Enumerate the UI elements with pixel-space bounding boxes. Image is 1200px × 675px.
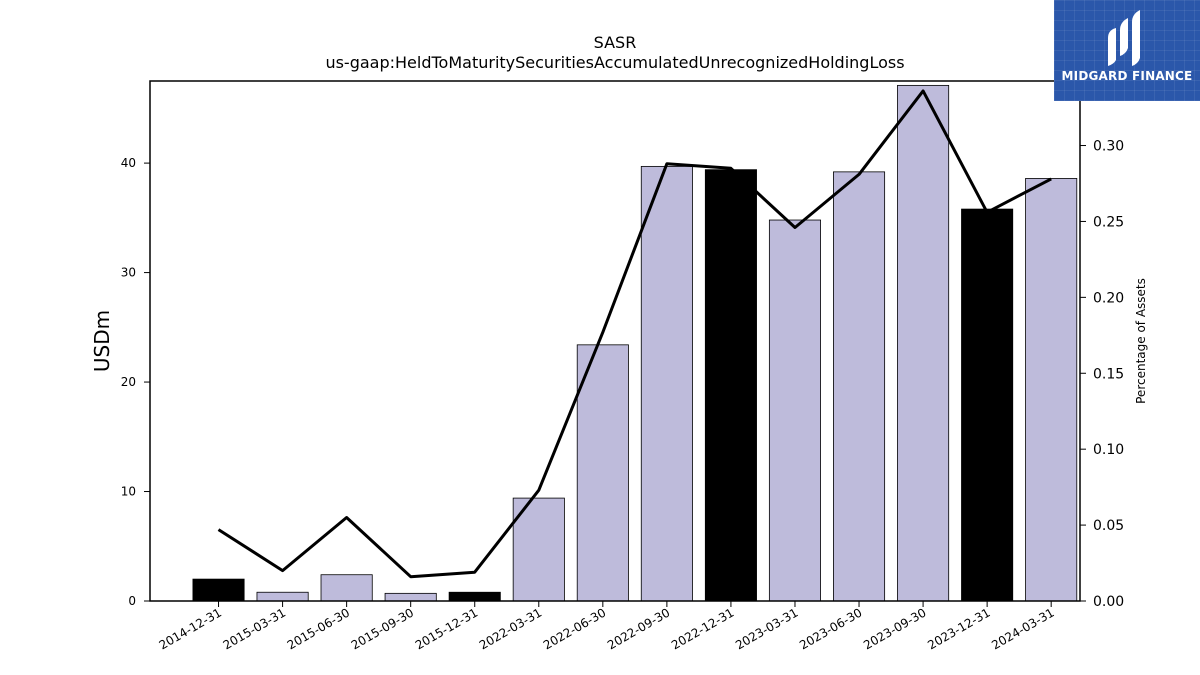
bar-2015-06-30 <box>320 574 373 602</box>
y2-tick-label: 0.05 <box>1093 518 1124 534</box>
x-tick-label: 2023-06-30 <box>797 605 864 652</box>
y2-tick-label: 0.25 <box>1093 214 1124 230</box>
y-axis-label: USDm <box>90 310 114 372</box>
chart-title: SASR <box>594 33 637 52</box>
plot-frame <box>149 80 1081 602</box>
bar-2023-09-30 <box>897 84 950 602</box>
y-tick-label: 20 <box>121 375 136 389</box>
y2-axis-label: Percentage of Assets <box>1134 278 1148 404</box>
x-tick-label: 2024-03-31 <box>989 605 1056 652</box>
y-axis-right: 0.00 0.05 0.10 0.15 0.20 0.25 0.30 <box>1080 139 1124 610</box>
x-tick-label: 2015-06-30 <box>285 605 352 652</box>
x-tick-label: 2014-12-31 <box>157 605 224 652</box>
logo-text: MIDGARD FINANCE <box>1061 69 1193 83</box>
bar-2015-03-31 <box>256 591 309 602</box>
x-tick-label: 2015-03-31 <box>221 605 288 652</box>
brand-logo: MIDGARD FINANCE <box>1054 0 1200 101</box>
x-tick-label: 2023-03-31 <box>733 605 800 652</box>
bars-group <box>192 84 1078 602</box>
x-tick-label: 2015-09-30 <box>349 605 416 652</box>
line-series-percentage <box>217 89 1052 579</box>
logo-background-grid <box>1054 0 1200 101</box>
y-tick-label: 10 <box>121 485 136 499</box>
bar-2023-03-31 <box>768 219 821 602</box>
bar-2023-12-31 <box>961 208 1014 602</box>
x-tick-label: 2022-06-30 <box>541 605 608 652</box>
x-axis: 2014-12-312015-03-312015-06-302015-09-30… <box>157 601 1057 652</box>
x-tick-label: 2023-09-30 <box>861 605 928 652</box>
y-axis-left: 0 10 20 30 40 <box>121 156 150 608</box>
bar-2023-06-30 <box>833 171 886 602</box>
x-tick-label: 2022-03-31 <box>477 605 544 652</box>
y-tick-label: 40 <box>121 156 136 170</box>
bar-2024-03-31 <box>1025 178 1078 602</box>
bar-2022-03-31 <box>512 497 565 602</box>
y2-tick-label: 0.00 <box>1093 594 1124 610</box>
x-tick-label: 2022-12-31 <box>669 605 736 652</box>
y-tick-label: 30 <box>121 266 136 280</box>
line-group <box>217 89 1052 579</box>
y2-tick-label: 0.15 <box>1093 366 1124 382</box>
bar-2022-09-30 <box>640 165 693 602</box>
bar-2022-06-30 <box>576 344 629 602</box>
chart-subtitle: us-gaap:HeldToMaturitySecuritiesAccumula… <box>325 53 904 72</box>
bar-2014-12-31 <box>192 578 245 602</box>
bar-2015-12-31 <box>448 591 501 602</box>
logo-mark-icon <box>1108 10 1140 66</box>
x-tick-label: 2015-12-31 <box>413 605 480 652</box>
y2-tick-label: 0.20 <box>1093 290 1124 306</box>
x-tick-label: 2023-12-31 <box>925 605 992 652</box>
y2-tick-label: 0.10 <box>1093 442 1124 458</box>
bar-2022-12-31 <box>704 169 757 602</box>
y-tick-label: 0 <box>128 594 136 608</box>
bar-2015-09-30 <box>384 592 437 602</box>
y2-tick-label: 0.30 <box>1093 139 1124 155</box>
x-tick-label: 2022-09-30 <box>605 605 672 652</box>
